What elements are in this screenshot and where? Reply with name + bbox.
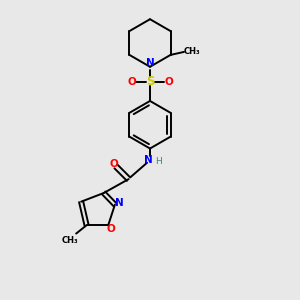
Text: O: O — [127, 76, 136, 87]
Text: O: O — [110, 159, 118, 169]
Text: N: N — [115, 198, 124, 208]
Text: N: N — [146, 58, 154, 68]
Text: O: O — [164, 76, 173, 87]
Text: N: N — [143, 155, 152, 165]
Text: CH₃: CH₃ — [184, 47, 200, 56]
Text: S: S — [146, 75, 154, 88]
Text: CH₃: CH₃ — [62, 236, 79, 244]
Text: H: H — [155, 157, 162, 166]
Text: O: O — [107, 224, 116, 234]
